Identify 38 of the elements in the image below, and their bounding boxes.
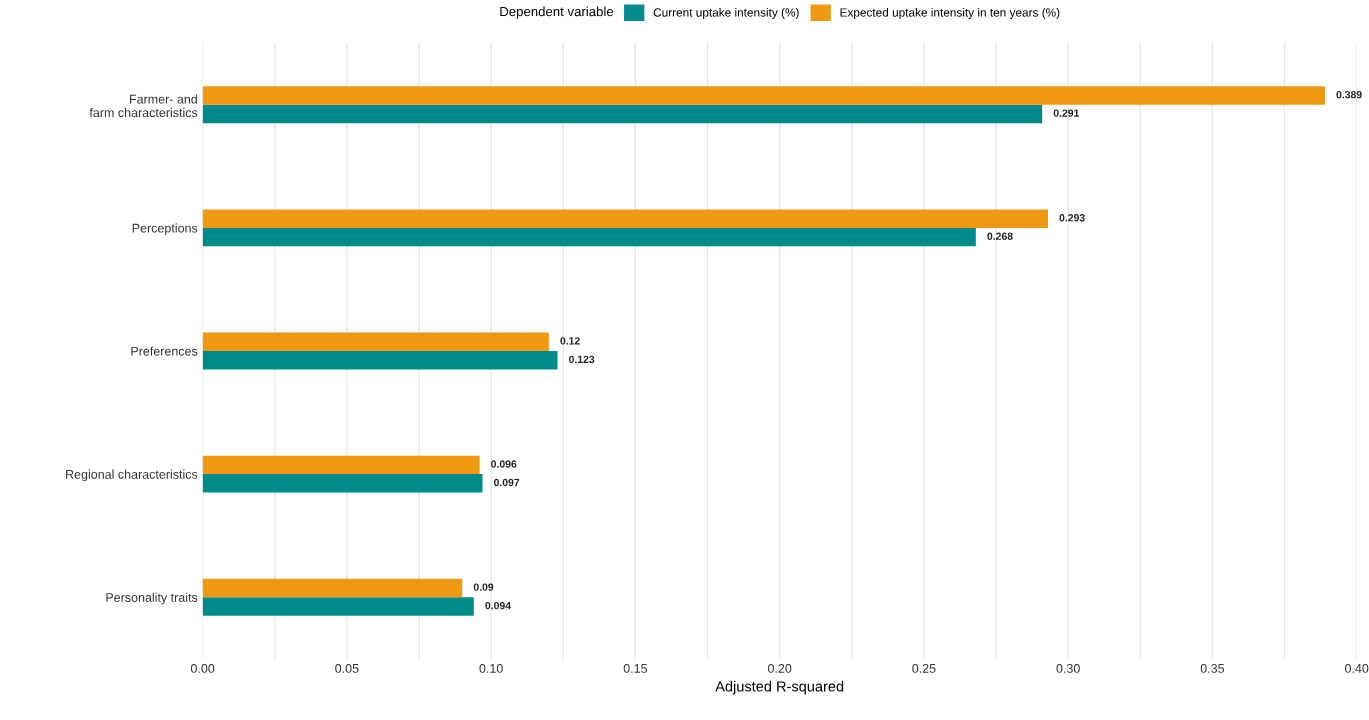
data-label: 0.096 (491, 460, 517, 468)
y-tick-label: Farmer- and farm characteristics (89, 94, 198, 118)
y-tick-label: Regional characteristics (66, 469, 198, 482)
legend-label: Expected uptake intensity in ten years (%) (840, 7, 1060, 19)
bar (202, 86, 1325, 105)
x-tick-label: 0.40 (1345, 663, 1369, 673)
x-tick-label: 0.10 (479, 663, 503, 673)
y-tick-label: Personality traits (106, 592, 198, 605)
data-label: 0.293 (1059, 214, 1085, 222)
x-tick-label: 0.05 (335, 663, 359, 673)
data-label: 0.097 (494, 478, 520, 487)
x-tick-label: 0.15 (623, 663, 648, 673)
bar (202, 227, 976, 247)
data-label: 0.12 (560, 337, 580, 345)
x-axis-title: Adjusted R-squared (715, 680, 844, 695)
bar (202, 351, 558, 370)
data-label: 0.389 (1336, 90, 1362, 99)
legend-title: Dependent variable (500, 6, 614, 19)
data-label: 0.094 (485, 601, 511, 610)
x-tick-label: 0.30 (1056, 663, 1080, 673)
y-tick-label: Perceptions (132, 223, 198, 235)
bar (202, 104, 1043, 124)
x-tick-label: 0.20 (767, 663, 792, 673)
x-tick-label: 0.35 (1200, 663, 1225, 673)
y-tick-label: Preferences (131, 346, 198, 356)
bar (202, 455, 480, 475)
data-label: 0.268 (987, 232, 1013, 240)
data-label: 0.09 (473, 583, 494, 591)
x-tick-label: 0.25 (912, 663, 936, 673)
bar (202, 209, 1048, 228)
bar (202, 597, 474, 616)
data-label: 0.291 (1053, 109, 1080, 117)
legend-label: Current uptake intensity (%) (653, 7, 799, 19)
x-tick-label: 0.00 (190, 663, 215, 673)
bar (202, 332, 549, 351)
data-label: 0.123 (569, 355, 595, 364)
bar (202, 474, 483, 493)
bar (202, 578, 463, 598)
